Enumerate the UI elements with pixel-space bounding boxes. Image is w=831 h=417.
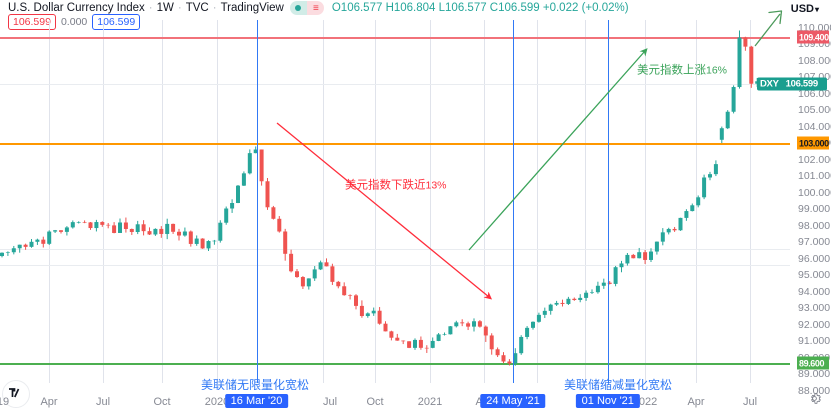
svg-text:美联储缩减量化宽松: 美联储缩减量化宽松 (564, 377, 672, 390)
svg-text:美元指数下跌近13%: 美元指数下跌近13% (345, 178, 447, 192)
svg-text:美联储无限量化宽松: 美联储无限量化宽松 (201, 377, 309, 390)
svg-text:美元指数上涨16%: 美元指数上涨16% (637, 62, 727, 76)
